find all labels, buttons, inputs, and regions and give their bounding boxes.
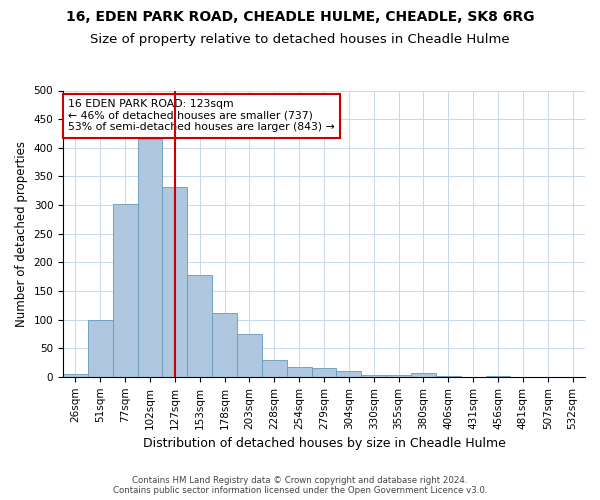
- Bar: [337, 371, 361, 377]
- Bar: [311, 368, 337, 377]
- Bar: [287, 367, 311, 377]
- Bar: [113, 204, 137, 377]
- Bar: [386, 374, 411, 377]
- Bar: [262, 360, 287, 377]
- Text: Size of property relative to detached houses in Cheadle Hulme: Size of property relative to detached ho…: [90, 32, 510, 46]
- Bar: [411, 374, 436, 377]
- Bar: [88, 320, 113, 377]
- Text: Contains HM Land Registry data © Crown copyright and database right 2024.
Contai: Contains HM Land Registry data © Crown c…: [113, 476, 487, 495]
- Text: 16 EDEN PARK ROAD: 123sqm
← 46% of detached houses are smaller (737)
53% of semi: 16 EDEN PARK ROAD: 123sqm ← 46% of detac…: [68, 99, 335, 132]
- Text: 16, EDEN PARK ROAD, CHEADLE HULME, CHEADLE, SK8 6RG: 16, EDEN PARK ROAD, CHEADLE HULME, CHEAD…: [66, 10, 534, 24]
- X-axis label: Distribution of detached houses by size in Cheadle Hulme: Distribution of detached houses by size …: [143, 437, 505, 450]
- Bar: [361, 374, 386, 377]
- Bar: [63, 374, 88, 377]
- Y-axis label: Number of detached properties: Number of detached properties: [15, 140, 28, 326]
- Bar: [212, 314, 237, 377]
- Bar: [187, 276, 212, 377]
- Bar: [137, 139, 163, 377]
- Bar: [485, 376, 511, 377]
- Bar: [163, 186, 187, 377]
- Bar: [237, 334, 262, 377]
- Bar: [436, 376, 461, 377]
